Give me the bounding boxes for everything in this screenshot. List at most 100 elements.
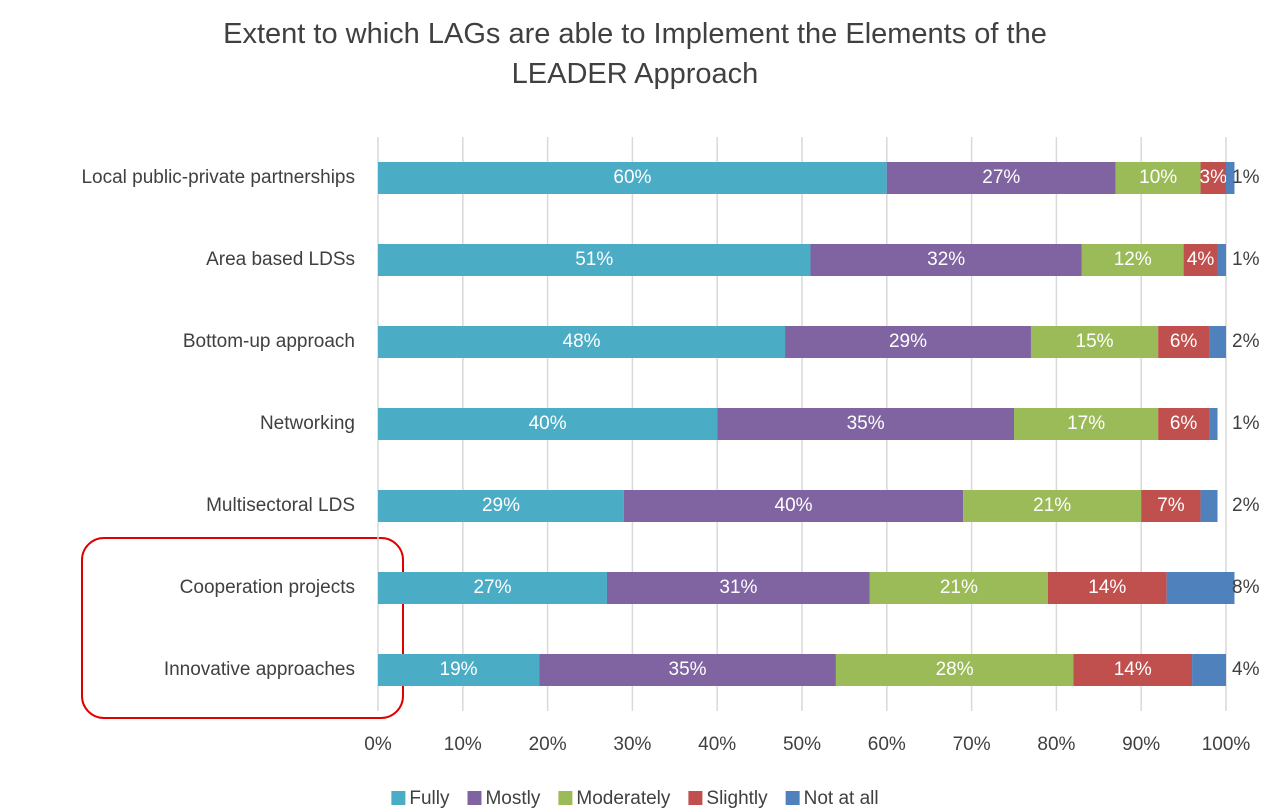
- data-label: 32%: [927, 249, 965, 270]
- bar-segment: [869, 572, 1048, 604]
- bar-segment: [378, 326, 786, 358]
- y-tick-label: Cooperation projects: [180, 577, 355, 598]
- legend-label: Moderately: [576, 788, 670, 809]
- bar-segment: [1192, 654, 1226, 686]
- data-label: 60%: [613, 167, 651, 188]
- bar-segment: [717, 408, 1014, 440]
- data-label: 29%: [482, 495, 520, 516]
- bar-segment: [963, 490, 1142, 522]
- legend-label: Slightly: [706, 788, 768, 809]
- x-tick-label: 20%: [529, 734, 567, 755]
- data-label: 4%: [1187, 249, 1215, 270]
- y-tick-label: Area based LDSs: [206, 249, 355, 270]
- x-tick-label: 100%: [1202, 734, 1251, 755]
- bar-segment: [539, 654, 836, 686]
- legend-swatch: [467, 791, 482, 805]
- bar-segment: [1141, 490, 1201, 522]
- data-label: 4%: [1232, 659, 1260, 680]
- bar-segment: [785, 326, 1031, 358]
- bar-segment: [378, 408, 718, 440]
- bar-segment: [1166, 572, 1235, 604]
- y-tick-label: Local public-private partnerships: [81, 167, 355, 188]
- bar-segment: [1073, 654, 1193, 686]
- y-tick-label: Networking: [260, 413, 355, 434]
- data-label: 51%: [575, 249, 613, 270]
- legend-swatch: [785, 791, 800, 805]
- bar-segment: [1209, 408, 1218, 440]
- x-tick-label: 60%: [868, 734, 906, 755]
- x-tick-label: 70%: [953, 734, 991, 755]
- x-tick-label: 80%: [1037, 734, 1075, 755]
- x-tick-label: 10%: [444, 734, 482, 755]
- y-tick-label: Multisectoral LDS: [206, 495, 355, 516]
- data-label: 35%: [847, 413, 885, 434]
- data-label: 7%: [1157, 495, 1185, 516]
- data-label: 6%: [1170, 331, 1198, 352]
- bar-segment: [1217, 244, 1226, 276]
- data-label: 12%: [1114, 249, 1152, 270]
- data-label: 35%: [669, 659, 707, 680]
- data-label: 14%: [1114, 659, 1152, 680]
- data-label: 3%: [1200, 167, 1228, 188]
- bar-segment: [378, 162, 887, 194]
- data-label: 17%: [1067, 413, 1105, 434]
- bar-segment: [1209, 326, 1226, 358]
- bar-segment: [1047, 572, 1167, 604]
- bar-segment: [1030, 326, 1159, 358]
- data-label: 40%: [775, 495, 813, 516]
- x-tick-label: 0%: [364, 734, 392, 755]
- bar-segment: [1158, 326, 1210, 358]
- bar-segment: [886, 162, 1116, 194]
- chart-title: Extent to which LAGs are able to Impleme…: [223, 18, 1047, 90]
- y-tick-label: Innovative approaches: [164, 659, 355, 680]
- legend-swatch: [558, 791, 573, 805]
- data-label: 2%: [1232, 331, 1260, 352]
- bar-segment: [835, 654, 1074, 686]
- x-tick-label: 30%: [613, 734, 651, 755]
- x-tick-label: 90%: [1122, 734, 1160, 755]
- bar-segment: [810, 244, 1082, 276]
- bar-segment: [1158, 408, 1210, 440]
- x-tick-label: 50%: [783, 734, 821, 755]
- bar-segment: [1200, 490, 1218, 522]
- data-label: 1%: [1232, 413, 1260, 434]
- data-label: 31%: [719, 577, 757, 598]
- data-label: 48%: [563, 331, 601, 352]
- data-label: 27%: [982, 167, 1020, 188]
- bar-segment: [378, 490, 624, 522]
- data-label: 15%: [1076, 331, 1114, 352]
- data-label: 21%: [940, 577, 978, 598]
- legend-label: Mostly: [485, 788, 540, 809]
- data-label: 2%: [1232, 495, 1260, 516]
- bar-segment: [606, 572, 870, 604]
- bar-segment: [1226, 162, 1235, 194]
- data-label: 21%: [1033, 495, 1071, 516]
- legend-label: Fully: [409, 788, 450, 809]
- data-label: 28%: [936, 659, 974, 680]
- bar-segment: [1183, 244, 1218, 276]
- bar-segment: [1014, 408, 1159, 440]
- y-tick-label: Bottom-up approach: [183, 331, 355, 352]
- bar-segment: [1081, 244, 1184, 276]
- x-tick-label: 40%: [698, 734, 736, 755]
- legend-swatch: [391, 791, 406, 805]
- data-label: 29%: [889, 331, 927, 352]
- data-label: 10%: [1139, 167, 1177, 188]
- data-label: 1%: [1232, 249, 1260, 270]
- bar-segment: [378, 654, 540, 686]
- data-label: 40%: [529, 413, 567, 434]
- bar-segment: [378, 244, 811, 276]
- data-label: 6%: [1170, 413, 1198, 434]
- data-label: 8%: [1232, 577, 1260, 598]
- data-label: 14%: [1088, 577, 1126, 598]
- data-label: 19%: [440, 659, 478, 680]
- data-label: 1%: [1232, 167, 1260, 188]
- data-label: 27%: [473, 577, 511, 598]
- bar-segment: [378, 572, 607, 604]
- bar-segment: [1200, 162, 1226, 194]
- legend-label: Not at all: [804, 788, 879, 809]
- legend-swatch: [688, 791, 703, 805]
- bar-segment: [623, 490, 964, 522]
